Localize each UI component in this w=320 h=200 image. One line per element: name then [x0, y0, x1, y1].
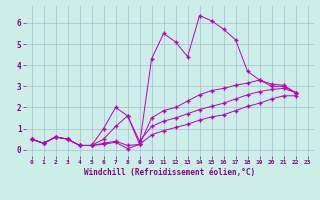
X-axis label: Windchill (Refroidissement éolien,°C): Windchill (Refroidissement éolien,°C) — [84, 168, 255, 177]
